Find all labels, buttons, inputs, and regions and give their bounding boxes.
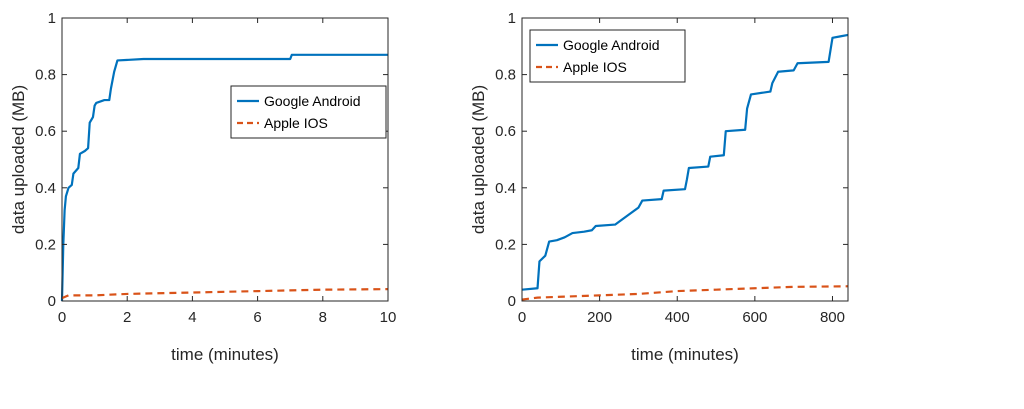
y-tick-label: 0.6 <box>495 123 516 140</box>
x-tick-label: 200 <box>587 309 612 326</box>
legend: Google Android Apple IOS <box>230 85 387 139</box>
legend-label-android: Google Android <box>264 93 361 109</box>
x-tick-label: 0 <box>58 309 66 326</box>
y-tick-label: 0.8 <box>35 67 56 84</box>
x-tick-label: 600 <box>742 309 767 326</box>
y-tick-label: 1 <box>508 10 516 27</box>
y-tick-label: 0 <box>508 293 516 310</box>
legend-label-android: Google Android <box>563 37 660 53</box>
y-tick-label: 0.8 <box>495 67 516 84</box>
y-axis-label: data uploaded (MB) <box>9 85 28 234</box>
x-tick-label: 8 <box>319 309 327 326</box>
y-axis-label: data uploaded (MB) <box>469 85 488 234</box>
legend-box <box>230 85 387 139</box>
legend: Google Android Apple IOS <box>529 29 686 83</box>
legend-label-ios: Apple IOS <box>264 115 328 131</box>
chart-1: 0 2 4 6 8 10 0 0.2 0.4 0.6 0.8 1 time (minutes) data … <box>9 10 396 364</box>
x-tick-label: 4 <box>188 309 196 326</box>
x-tick-label: 6 <box>253 309 261 326</box>
x-tick-label: 2 <box>123 309 131 326</box>
y-tick-label: 0 <box>48 293 56 310</box>
y-tick-label: 0.2 <box>495 236 516 253</box>
series-line-ios <box>521 285 849 301</box>
axes-box <box>521 17 849 302</box>
axes-box <box>61 17 389 302</box>
x-tick-label: 0 <box>518 309 526 326</box>
legend-box <box>529 29 686 83</box>
y-tick-label: 1 <box>48 10 56 27</box>
series-line-ios <box>61 288 389 300</box>
x-tick-label: 800 <box>820 309 845 326</box>
x-axis-label: time (minutes) <box>631 345 739 364</box>
y-tick-label: 0.4 <box>35 180 56 197</box>
x-tick-label: 10 <box>380 309 397 326</box>
y-tick-label: 0.6 <box>35 123 56 140</box>
series-line-android <box>521 33 849 291</box>
legend-label-ios: Apple IOS <box>563 59 627 75</box>
y-tick-label: 0.2 <box>35 236 56 253</box>
chart-2: 0 200 400 600 800 0 0.2 0.4 0.6 0.8 1 time (minutes… <box>469 10 849 364</box>
x-axis-label: time (minutes) <box>171 345 279 364</box>
series-line-android <box>60 53 388 302</box>
x-tick-label: 400 <box>665 309 690 326</box>
y-tick-label: 0.4 <box>495 180 516 197</box>
